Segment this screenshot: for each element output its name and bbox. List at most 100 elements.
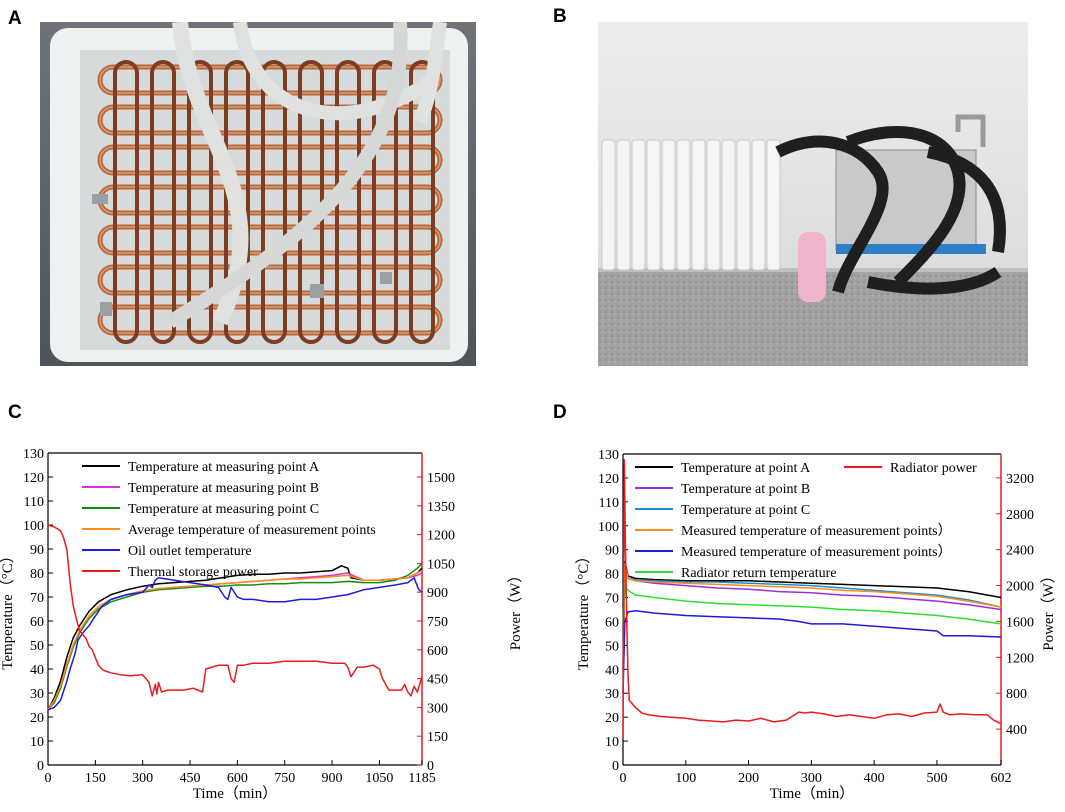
y-axis-label-right: Power（W） <box>507 568 524 651</box>
series-line-5 <box>47 524 423 697</box>
x-tick-label: 750 <box>274 771 295 786</box>
y-left-tick-label: 30 <box>605 687 619 702</box>
photo-a <box>40 22 476 366</box>
y-right-tick-label: 0 <box>427 759 434 774</box>
legend-label-1: Temperature at point B <box>681 482 810 497</box>
x-tick-label: 400 <box>864 771 885 786</box>
chart-c: 0 150 300 450 600 750 900 1050 11850102030405060… <box>0 447 524 802</box>
legend-label-3: Average temperature of measurement point… <box>128 523 376 538</box>
panel-letter-d: D <box>553 402 567 423</box>
y-left-tick-label: 90 <box>605 544 619 559</box>
y-axis-label-left: Temperature（°C） <box>575 549 592 671</box>
legend-label-5: Thermal storage power <box>128 565 258 580</box>
x-tick-label: 300 <box>801 771 822 786</box>
legend-label-2: Temperature at measuring point C <box>128 502 319 517</box>
x-tick-label: 900 <box>322 771 343 786</box>
y-left-tick-label: 130 <box>598 448 619 463</box>
x-tick-label: 150 <box>85 771 106 786</box>
legend-label-6: Radiator power <box>890 461 977 476</box>
y-left-tick-label: 90 <box>30 543 44 558</box>
y-left-tick-label: 40 <box>30 663 44 678</box>
legend-label-0: Temperature at point A <box>681 461 811 476</box>
series-line-5 <box>622 584 1002 625</box>
series-line-0 <box>47 565 423 711</box>
series-line-3 <box>622 563 1002 670</box>
y-right-tick-label: 150 <box>427 730 448 745</box>
y-left-tick-label: 20 <box>605 711 619 726</box>
y-right-tick-label: 2000 <box>1006 580 1034 595</box>
y-right-tick-label: 1500 <box>427 471 455 486</box>
photo-b <box>598 22 1028 366</box>
y-left-tick-label: 60 <box>605 615 619 630</box>
y-left-tick-label: 80 <box>605 568 619 583</box>
y-left-tick-label: 50 <box>30 639 44 654</box>
y-axis-label-left: Temperature（°C） <box>0 548 16 670</box>
x-tick-label: 300 <box>132 771 153 786</box>
series-line-2 <box>47 562 423 711</box>
panel-letter-c: C <box>8 402 22 423</box>
legend-label-0: Temperature at measuring point A <box>128 460 320 475</box>
y-left-tick-label: 0 <box>37 759 44 774</box>
y-left-tick-label: 120 <box>598 472 619 487</box>
y-left-tick-label: 10 <box>30 735 44 750</box>
y-right-tick-label: 600 <box>427 644 448 659</box>
panel-letter-b: B <box>553 6 567 27</box>
y-left-tick-label: 70 <box>605 592 619 607</box>
y-left-tick-label: 70 <box>30 591 44 606</box>
series-line-4 <box>47 577 423 711</box>
x-axis-label: Time（min） <box>193 785 277 802</box>
legend-label-5: Radiator return temperature <box>681 566 836 581</box>
y-right-tick-label: 450 <box>427 673 448 688</box>
x-tick-label: 602 <box>991 771 1012 786</box>
copper-coil-heat-storage-photo-icon <box>40 22 476 366</box>
y-left-tick-label: 30 <box>30 687 44 702</box>
x-tick-label: 0 <box>45 771 52 786</box>
x-tick-label: 1185 <box>408 771 435 786</box>
radiator-and-heat-storage-tank-photo-icon <box>598 22 1028 366</box>
legend-label-4: Oil outlet temperature <box>128 544 252 559</box>
y-right-tick-label: 900 <box>427 586 448 601</box>
y-left-tick-label: 120 <box>23 471 44 486</box>
y-left-tick-label: 130 <box>23 447 44 462</box>
x-tick-label: 600 <box>227 771 248 786</box>
legend-label-1: Temperature at measuring point B <box>128 481 319 496</box>
y-right-tick-label: 3200 <box>1006 472 1034 487</box>
y-left-tick-label: 0 <box>612 759 619 774</box>
y-left-tick-label: 100 <box>598 520 619 535</box>
y-right-tick-label: 800 <box>1006 687 1027 702</box>
x-axis-label: Time（min） <box>770 785 854 802</box>
y-right-tick-label: 1600 <box>1006 615 1034 630</box>
y-right-tick-label: 400 <box>1006 723 1027 738</box>
y-left-tick-label: 100 <box>23 519 44 534</box>
y-left-tick-label: 60 <box>30 615 44 630</box>
y-left-tick-label: 10 <box>605 735 619 750</box>
y-right-tick-label: 1200 <box>1006 651 1034 666</box>
series-line-6 <box>622 459 1002 739</box>
legend-label-3: Measured temperature of measurement poin… <box>681 523 952 539</box>
y-right-tick-label: 750 <box>427 615 448 630</box>
y-left-tick-label: 40 <box>605 663 619 678</box>
panel-letter-a: A <box>8 8 22 29</box>
chart-d: 0 100 200 300 400 500 602 0 10 20 30 40 50 60 70 80 90 10… <box>575 448 1057 802</box>
x-tick-label: 100 <box>675 771 696 786</box>
series-line-0 <box>622 560 1002 670</box>
x-tick-label: 200 <box>738 771 759 786</box>
y-right-tick-label: 1200 <box>427 529 455 544</box>
y-right-tick-label: 300 <box>427 701 448 716</box>
y-left-tick-label: 80 <box>30 567 44 582</box>
y-right-tick-label: 1350 <box>427 500 455 515</box>
y-right-tick-label: 2400 <box>1006 544 1034 559</box>
x-tick-label: 450 <box>180 771 201 786</box>
y-left-tick-label: 110 <box>599 496 619 511</box>
y-axis-label-right: Power（W） <box>1040 568 1057 651</box>
series-line-4 <box>622 609 1002 694</box>
x-tick-label: 500 <box>926 771 947 786</box>
legend-label-4: Measured temperature of measurement poin… <box>681 544 952 560</box>
y-left-tick-label: 110 <box>24 495 44 510</box>
y-right-tick-label: 2800 <box>1006 508 1034 523</box>
x-tick-label: 1050 <box>365 771 393 786</box>
y-left-tick-label: 50 <box>605 639 619 654</box>
y-left-tick-label: 20 <box>30 711 44 726</box>
series-line-3 <box>47 569 423 711</box>
y-right-tick-label: 1050 <box>427 557 455 572</box>
